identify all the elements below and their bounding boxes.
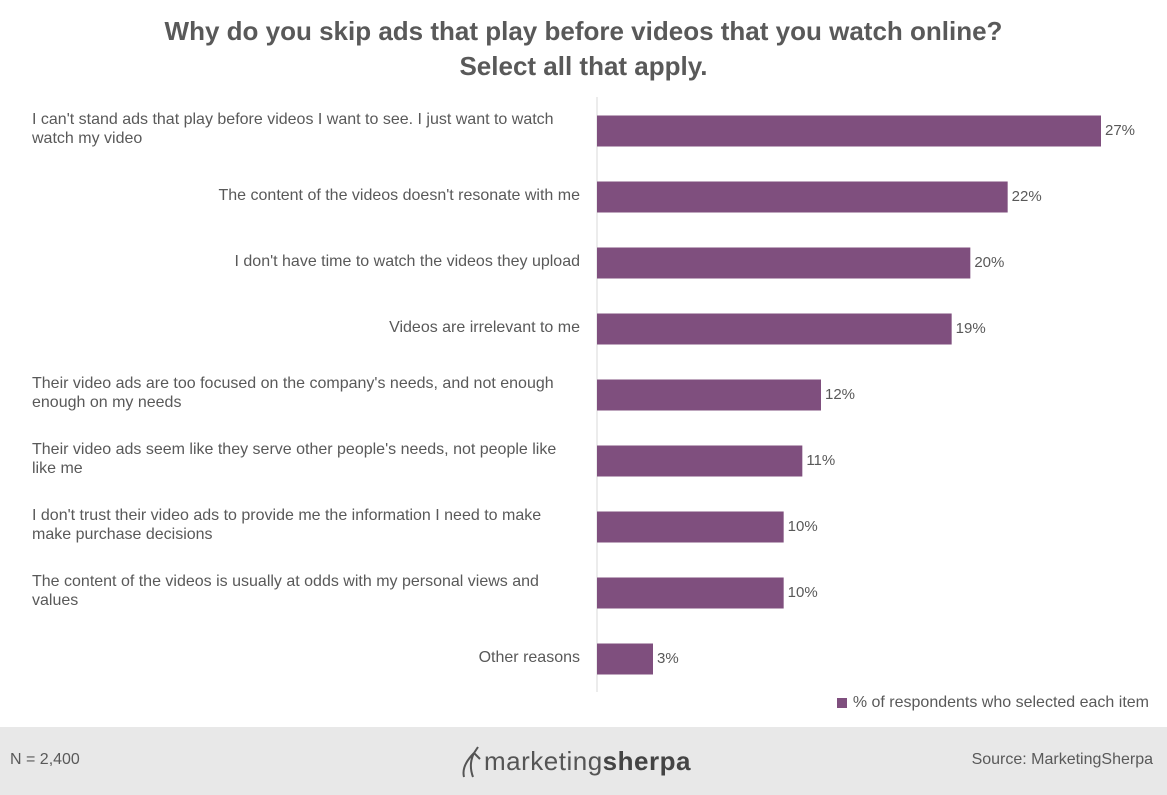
source-note: Source: MarketingSherpa	[971, 751, 1153, 768]
category-label-2: The content of the videos doesn't resona…	[218, 186, 581, 204]
chart-subtitle: Select all that apply.	[459, 51, 708, 81]
category-label-5: Their video ads are too focused on the c…	[32, 375, 554, 411]
value-label-7: 10%	[787, 518, 818, 535]
category-label-4: Videos are irrelevant to me	[389, 318, 580, 336]
category-label-9: Other reasons	[478, 648, 580, 666]
category-label-1: I can't stand ads that play before video…	[32, 111, 554, 147]
bar-3	[597, 247, 971, 279]
category-label-6: Their video ads seem like they serve oth…	[32, 441, 557, 477]
sherpa-mountain-icon	[462, 746, 481, 778]
logo-text-bold: sherpa	[602, 745, 691, 776]
value-label-2: 22%	[1011, 188, 1042, 205]
marketingsherpa-logo: marketing sherpa	[460, 741, 691, 781]
bar-7	[597, 511, 784, 543]
value-label-6: 11%	[806, 452, 836, 469]
value-label-8: 10%	[787, 584, 818, 601]
sample-size: N = 2,400	[10, 751, 80, 768]
bar-8	[597, 577, 784, 609]
bar-1	[597, 115, 1101, 147]
bar-6	[597, 445, 803, 477]
value-label-9: 3%	[657, 650, 679, 667]
bar-chart	[596, 97, 1101, 692]
value-label-3: 20%	[974, 254, 1005, 271]
footer-bar: N = 2,400 marketing sherpa Source: Market…	[0, 727, 1167, 795]
category-label-3: I don't have time to watch the videos th…	[234, 252, 581, 270]
chart-title-block: Why do you skip ads that play before vid…	[0, 14, 1167, 84]
legend: % of respondents who selected each item	[836, 694, 1149, 712]
category-label-7: I don't trust their video ads to provide…	[32, 507, 542, 543]
bar-4	[597, 313, 952, 345]
legend-swatch	[836, 698, 847, 708]
logo-text-light: marketing	[484, 745, 603, 776]
category-label-8: The content of the videos is usually at …	[32, 573, 539, 609]
bar-2	[597, 181, 1008, 213]
chart-title: Why do you skip ads that play before vid…	[164, 16, 1003, 46]
value-label-5: 12%	[825, 386, 856, 403]
legend-label: % of respondents who selected each item	[852, 694, 1149, 711]
value-label-4: 19%	[955, 320, 986, 337]
bar-9	[597, 643, 653, 675]
bar-5	[597, 379, 821, 411]
value-label-1: 27%	[1105, 122, 1136, 139]
